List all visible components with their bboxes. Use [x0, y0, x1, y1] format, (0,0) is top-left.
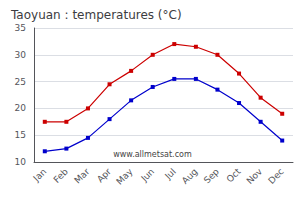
svg-text:Jul: Jul	[162, 166, 177, 181]
svg-text:Nov: Nov	[245, 166, 265, 186]
svg-text:35: 35	[15, 23, 26, 33]
svg-text:10: 10	[15, 157, 27, 167]
svg-text:Jan: Jan	[31, 166, 49, 184]
svg-text:Taoyuan : temperatures (°C): Taoyuan : temperatures (°C)	[10, 8, 182, 22]
svg-text:www.allmetsat.com: www.allmetsat.com	[113, 150, 192, 159]
svg-text:Mar: Mar	[72, 166, 91, 185]
svg-text:30: 30	[15, 50, 27, 60]
svg-text:Feb: Feb	[52, 166, 71, 185]
svg-text:Dec: Dec	[266, 166, 285, 185]
svg-text:20: 20	[15, 103, 27, 113]
svg-text:May: May	[114, 166, 135, 187]
svg-text:25: 25	[15, 77, 26, 87]
svg-text:Jun: Jun	[139, 166, 157, 184]
svg-text:Oct: Oct	[225, 166, 243, 184]
svg-text:Apr: Apr	[95, 166, 113, 184]
svg-text:Sep: Sep	[202, 166, 221, 185]
svg-text:Aug: Aug	[180, 166, 199, 185]
svg-text:15: 15	[15, 130, 26, 140]
